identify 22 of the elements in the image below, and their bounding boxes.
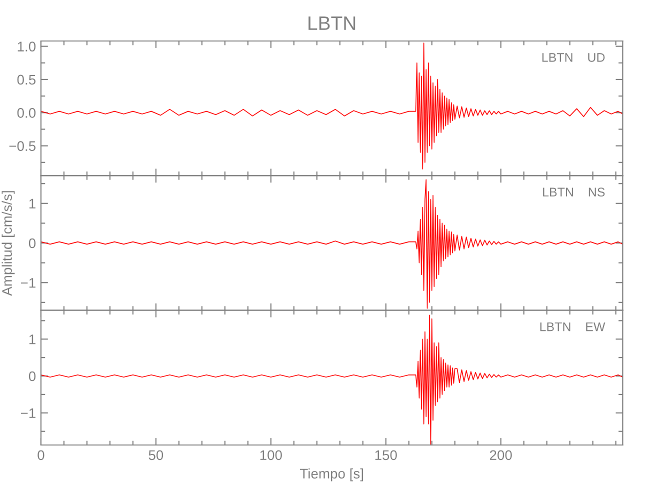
y-tick-label: 0.5 xyxy=(17,74,36,85)
y-tick-label: 1.0 xyxy=(18,42,36,52)
x-tick-label: 200 xyxy=(490,450,512,460)
y-tick-label: 0 xyxy=(28,238,36,248)
y-tick-label: 1 xyxy=(29,198,36,208)
x-axis-title: Tiempo [s] xyxy=(300,468,363,482)
y-axis-title: Amplitud [cm/s/s] xyxy=(2,191,15,296)
x-tick-label: 50 xyxy=(148,450,164,460)
x-tick-label: 0 xyxy=(38,450,44,460)
y-tick-label: −1 xyxy=(20,278,36,288)
y-tick-label: 1 xyxy=(29,334,36,344)
y-tick-label: 0.0 xyxy=(17,108,36,118)
annotation: LBTN EW xyxy=(540,322,606,332)
y-tick-label: 0 xyxy=(28,371,36,382)
annotation: LBTN NS xyxy=(543,188,605,197)
line-series xyxy=(40,42,623,170)
annotation: LBTN UD xyxy=(542,53,605,62)
y-tick-label: −0.5 xyxy=(9,141,36,151)
y-tick-label: −1 xyxy=(20,408,36,418)
chart-title: LBTN xyxy=(308,16,356,30)
x-tick-label: 150 xyxy=(375,450,397,460)
x-tick-label: 100 xyxy=(260,450,282,460)
